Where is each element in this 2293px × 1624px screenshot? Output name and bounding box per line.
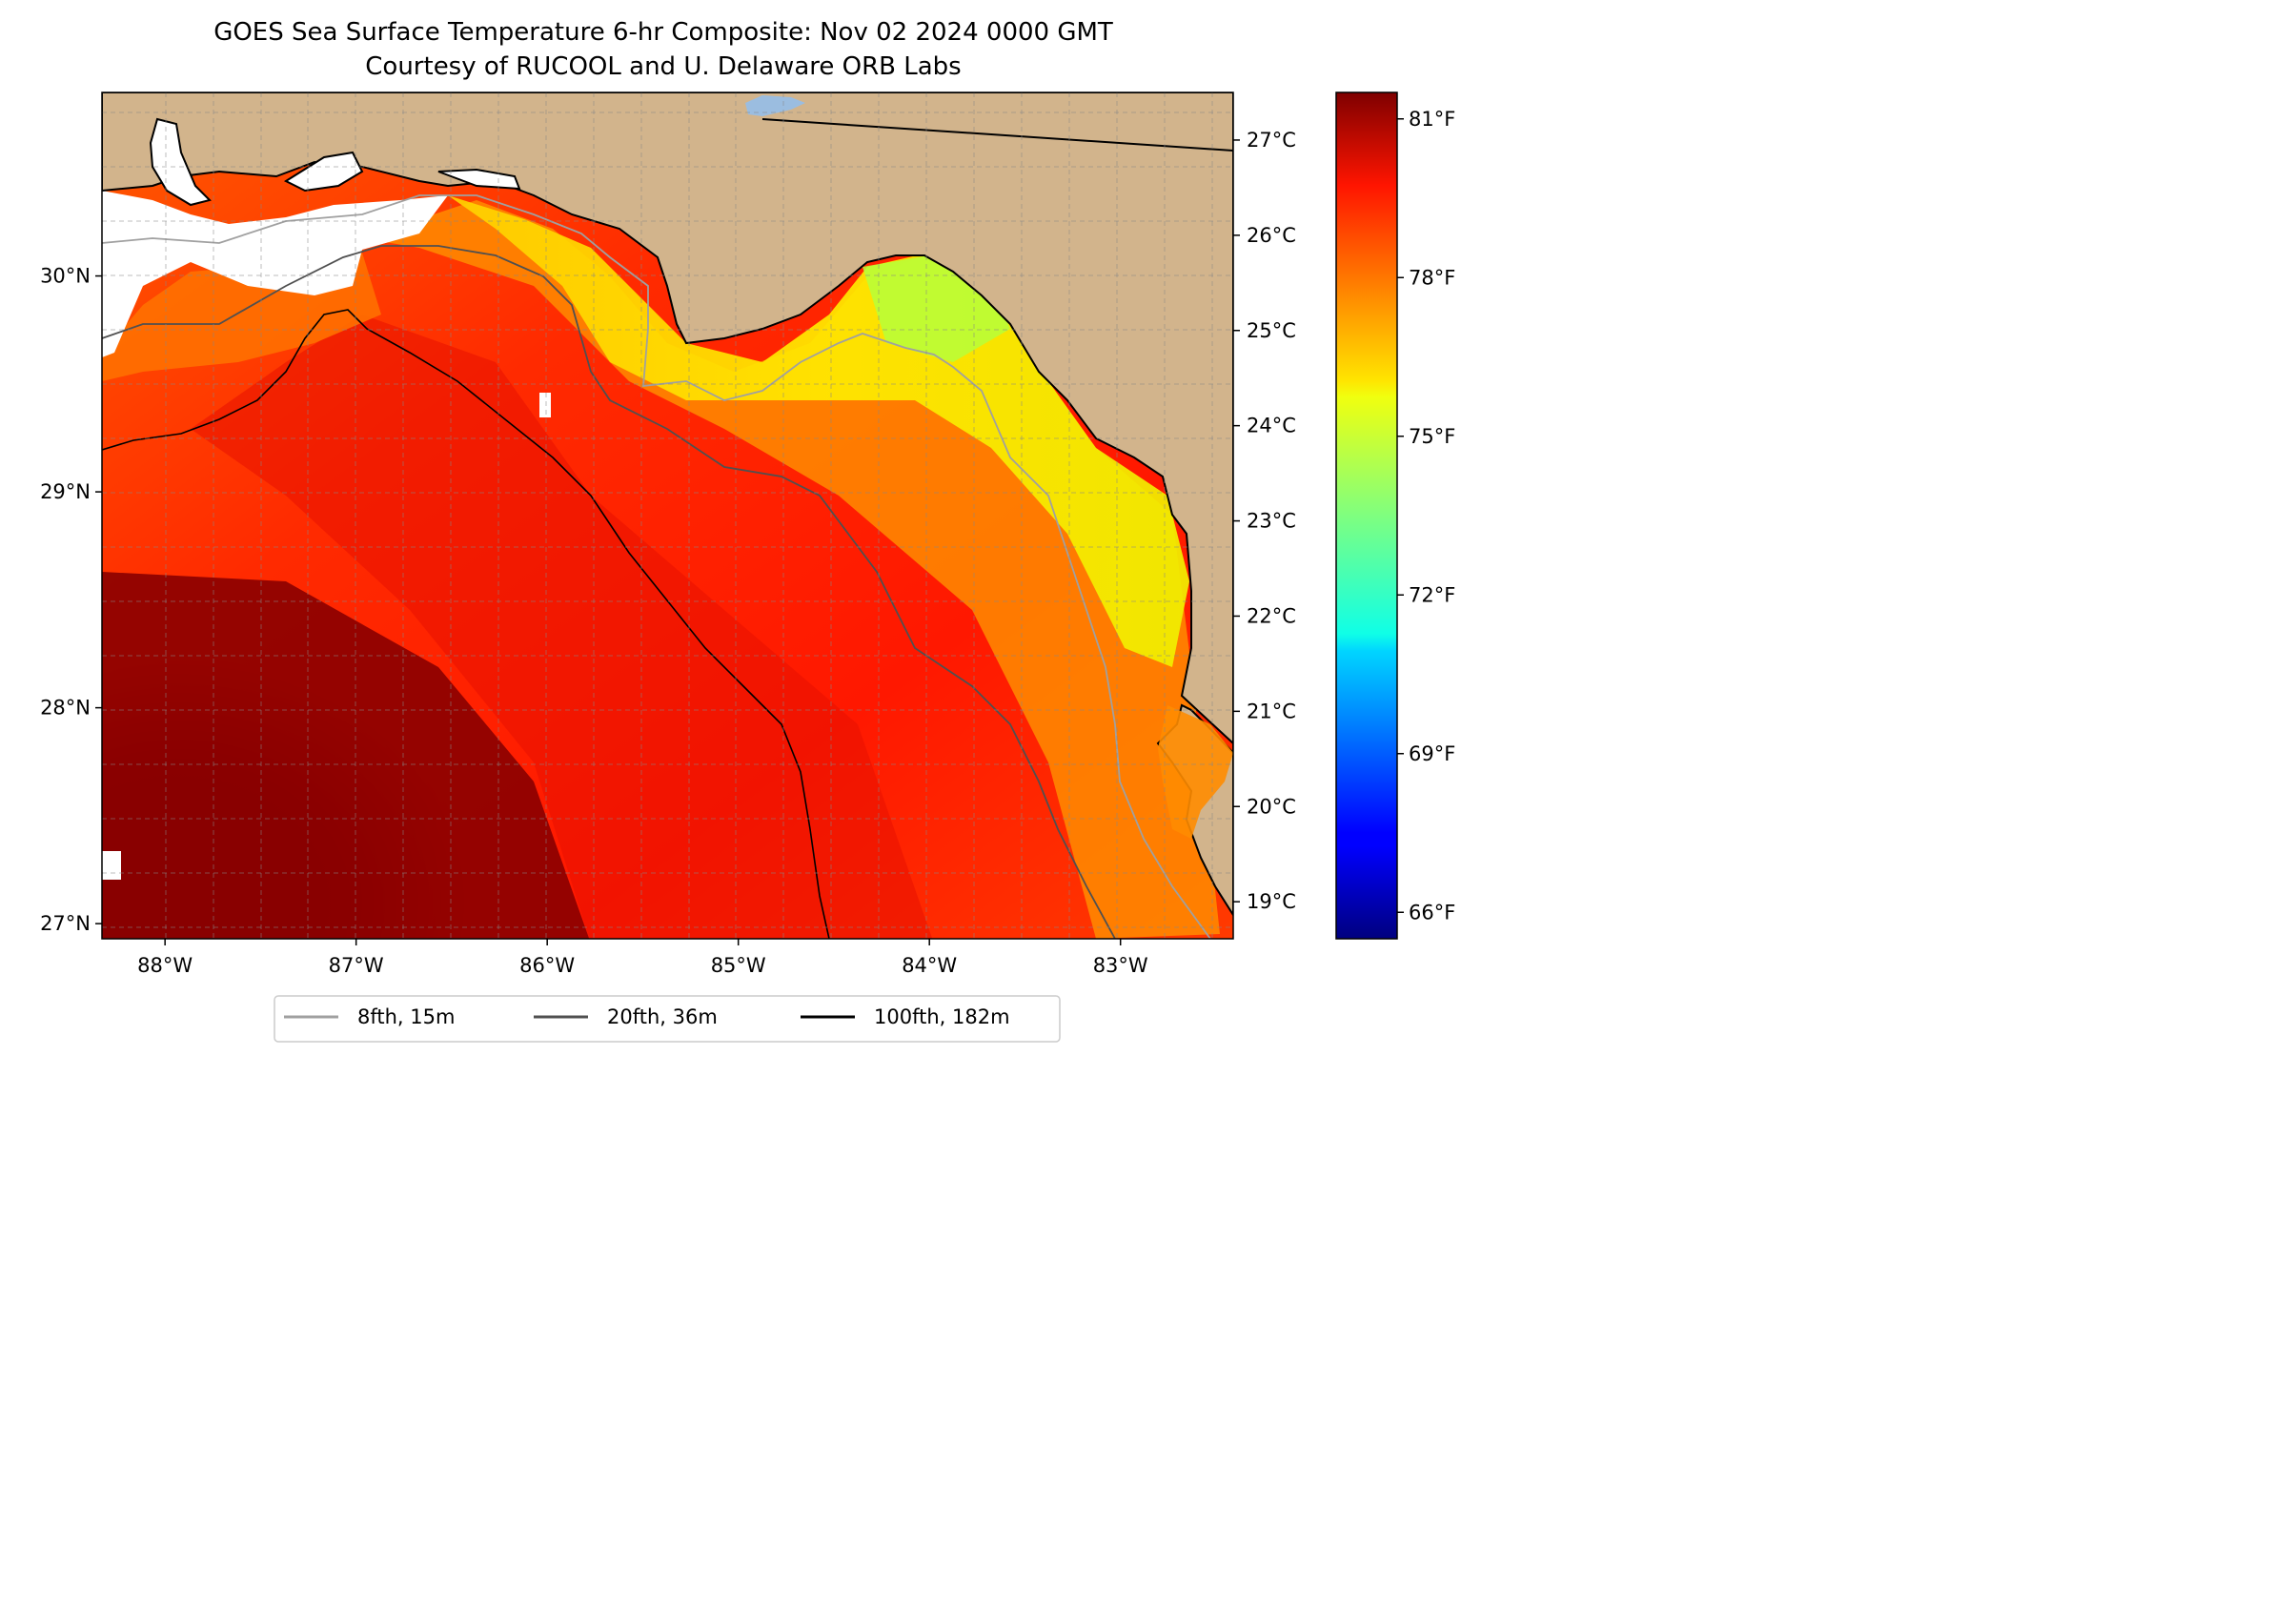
legend-label-15m: 8fth, 15m [357, 1005, 455, 1028]
no-data-patch-mid [539, 393, 551, 417]
lon-tick-label: 86°W [519, 954, 575, 977]
lat-tick-label: 29°N [40, 480, 91, 503]
sst-deep-red-region [102, 572, 590, 939]
c-tick-label: 27°C [1247, 129, 1296, 152]
lat-tick-label: 30°N [40, 265, 91, 288]
colorbar [1335, 91, 1398, 940]
c-tick-label: 19°C [1247, 890, 1296, 913]
c-tick-label: 23°C [1247, 510, 1296, 533]
legend-label-182m: 100fth, 182m [874, 1005, 1010, 1028]
legend-box [274, 995, 1061, 1043]
map-frame [101, 91, 1234, 940]
latitude-ticks: 30°N 29°N 28°N 27°N [40, 265, 102, 935]
mobile-bay-water [149, 117, 212, 207]
longitude-ticks: 88°W 87°W 86°W 85°W 84°W 83°W [137, 939, 1148, 977]
sst-tampa-bay-region [1158, 705, 1233, 839]
c-tick-label: 24°C [1247, 415, 1296, 437]
f-tick-label: 72°F [1409, 583, 1455, 606]
lon-tick-label: 87°W [329, 954, 384, 977]
c-tick-label: 25°C [1247, 319, 1296, 342]
c-tick-label: 20°C [1247, 795, 1296, 818]
lon-tick-label: 83°W [1093, 954, 1148, 977]
sst-orange-west [102, 253, 381, 381]
lon-tick-label: 85°W [711, 954, 766, 977]
no-data-patch-sw [102, 851, 121, 880]
celsius-ticks: 27°C 26°C 25°C 24°C 23°C 22°C 21°C 20°C 19°C [1233, 129, 1296, 913]
sst-map-figure: GOES Sea Surface Temperature 6-hr Compos… [0, 0, 1491, 1056]
isobath-36m [102, 245, 1116, 939]
f-tick-label: 66°F [1409, 901, 1455, 924]
isobath-15m [102, 194, 1211, 939]
lat-tick-label: 27°N [40, 912, 91, 935]
fahrenheit-ticks: 81°F 78°F 75°F 72°F 69°F 66°F [1397, 108, 1455, 924]
isobath-182m [102, 309, 830, 939]
sst-red-region [191, 315, 933, 939]
f-tick-label: 75°F [1409, 425, 1455, 448]
isobath-legend: 8fth, 15m 20fth, 36m 100fth, 182m [274, 995, 1061, 1043]
lon-tick-label: 88°W [137, 954, 193, 977]
choctawhatchee-bay-water [437, 168, 521, 191]
legend-label-36m: 20fth, 36m [607, 1005, 718, 1028]
no-data-mobile-bay [102, 191, 448, 357]
lat-tick-label: 28°N [40, 697, 91, 720]
figure-title-line2: Courtesy of RUCOOL and U. Delaware ORB L… [365, 52, 961, 81]
lon-tick-label: 84°W [902, 954, 957, 977]
c-tick-label: 26°C [1247, 224, 1296, 247]
f-tick-label: 81°F [1409, 108, 1455, 131]
figure-canvas: GOES Sea Surface Temperature 6-hr Compos… [40, 18, 1455, 1043]
pensacola-bay-water [283, 151, 364, 193]
map-area [102, 92, 1233, 939]
state-border [761, 118, 1233, 152]
f-tick-label: 78°F [1409, 266, 1455, 289]
figure-title-line1: GOES Sea Surface Temperature 6-hr Compos… [213, 18, 1113, 47]
c-tick-label: 22°C [1247, 604, 1296, 627]
c-tick-label: 21°C [1247, 700, 1296, 722]
map-gridlines [102, 92, 1233, 939]
f-tick-label: 69°F [1409, 742, 1455, 765]
inland-lake [745, 95, 805, 116]
